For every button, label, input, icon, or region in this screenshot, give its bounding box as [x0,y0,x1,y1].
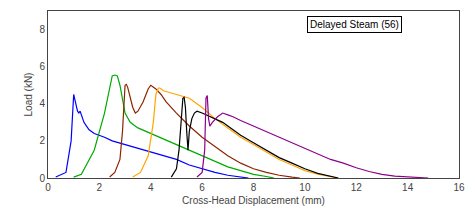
svg-text:14: 14 [402,182,414,193]
svg-text:4: 4 [39,98,45,109]
svg-text:0: 0 [45,182,51,193]
svg-text:6: 6 [39,61,45,72]
svg-text:10: 10 [299,182,311,193]
svg-text:6: 6 [199,182,205,193]
svg-text:12: 12 [351,182,363,193]
svg-text:Cross-Head Displacement (mm): Cross-Head Displacement (mm) [182,195,325,206]
svg-text:8: 8 [251,182,257,193]
svg-text:0: 0 [39,173,45,184]
svg-text:2: 2 [97,182,103,193]
svg-text:Load (kN): Load (kN) [23,73,34,117]
svg-text:Delayed Steam (56): Delayed Steam (56) [310,19,399,30]
svg-text:2: 2 [39,135,45,146]
svg-text:4: 4 [148,182,154,193]
svg-text:16: 16 [453,182,465,193]
svg-text:8: 8 [39,24,45,35]
